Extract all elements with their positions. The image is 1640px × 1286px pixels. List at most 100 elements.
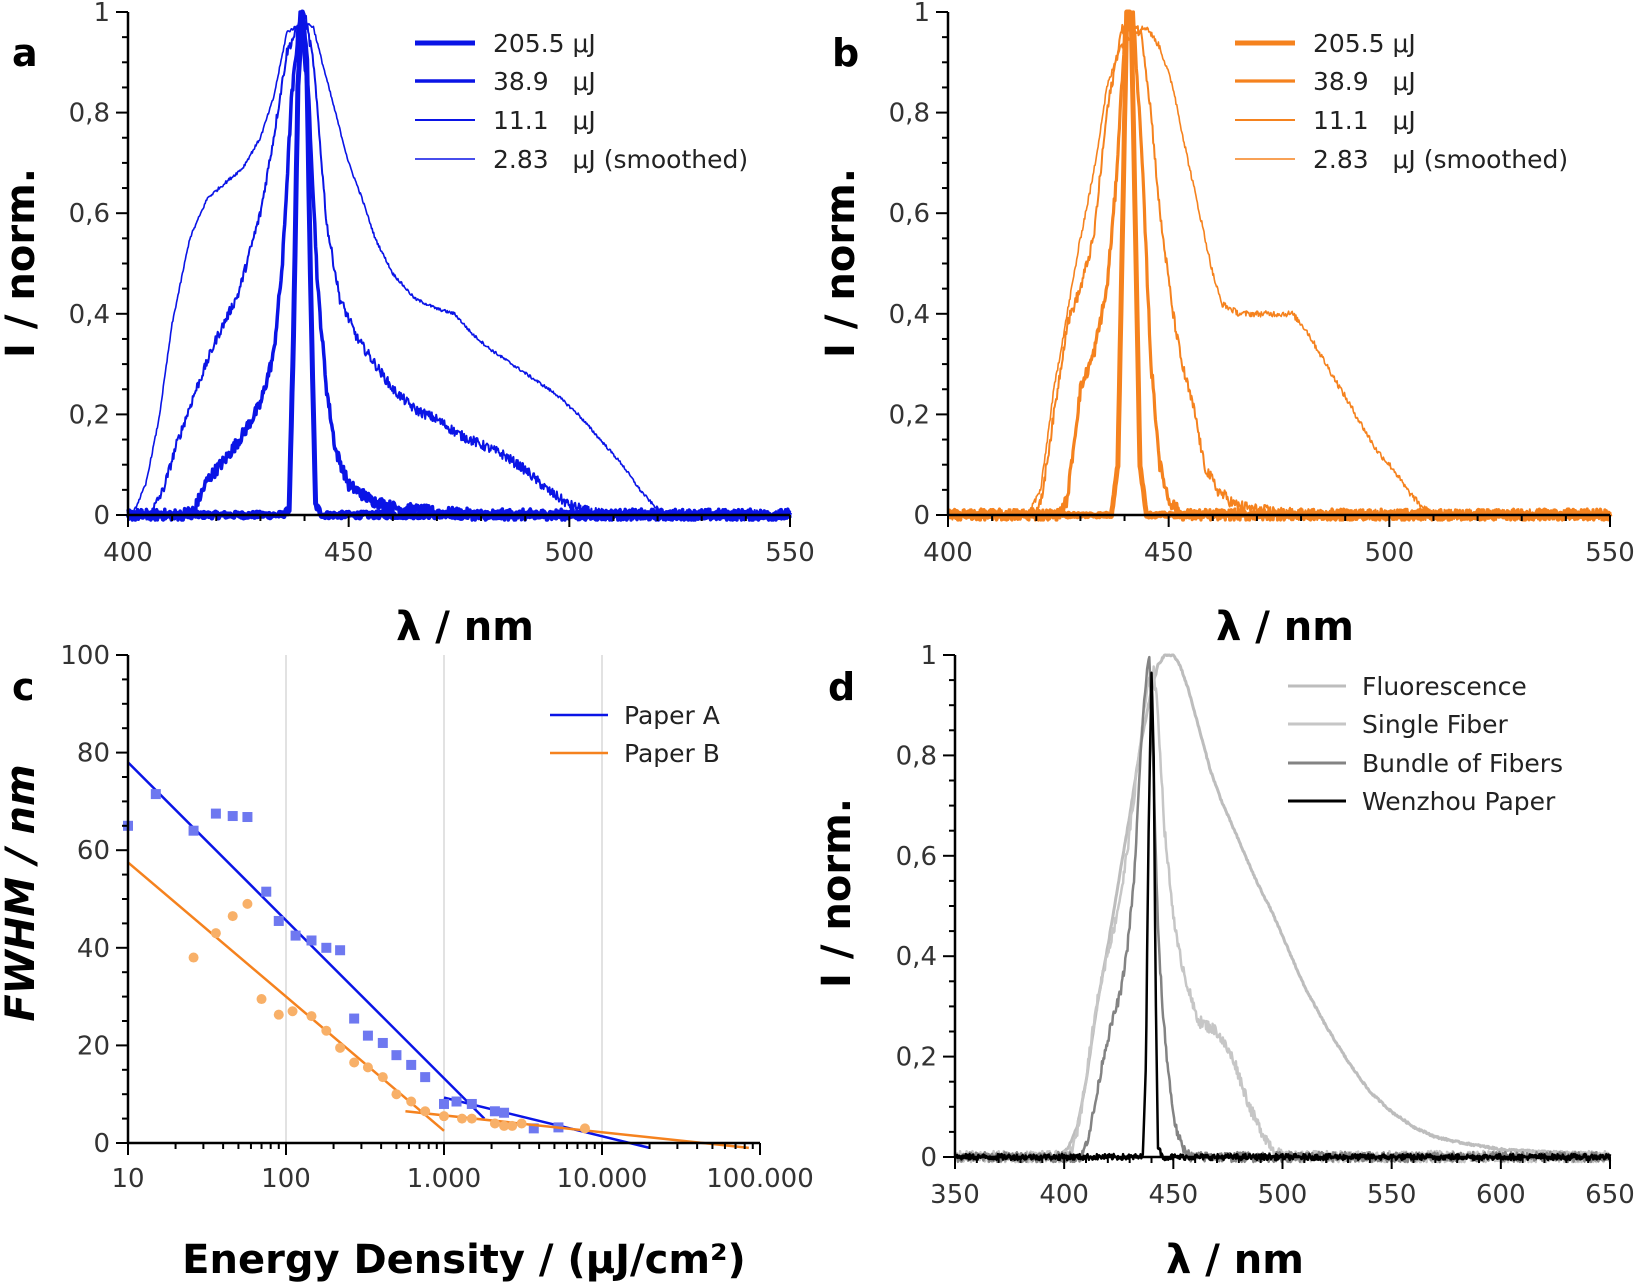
y-tick-label: 40 bbox=[77, 934, 110, 964]
legend-label: 205.5 μJ bbox=[1313, 29, 1416, 58]
data-point bbox=[499, 1120, 510, 1131]
x-tick-label: 600 bbox=[1476, 1180, 1526, 1210]
data-point bbox=[242, 898, 253, 909]
data-point bbox=[439, 1098, 449, 1109]
legend-entry: Wenzhou Paper bbox=[1288, 787, 1556, 816]
data-point bbox=[273, 1009, 284, 1020]
legend-label: 205.5 μJ bbox=[493, 29, 596, 58]
y-tick-label: 0,2 bbox=[889, 400, 930, 430]
x-tick-label: 500 bbox=[1258, 1180, 1308, 1210]
y-tick-label: 0,4 bbox=[69, 300, 110, 330]
y-tick-label: 80 bbox=[77, 739, 110, 769]
x-tick-label: 400 bbox=[1039, 1180, 1089, 1210]
data-point bbox=[335, 945, 346, 956]
data-point bbox=[188, 825, 199, 836]
series-line bbox=[126, 10, 792, 522]
legend-entry: Single Fiber bbox=[1288, 710, 1509, 739]
panel-a-chart: 0 0,2 0,4 0,6 0,8 1 400 450 500 550 a λ / nm I / … bbox=[0, 0, 815, 650]
data-point bbox=[406, 1096, 417, 1107]
y-tick-label: 0 bbox=[93, 1129, 110, 1159]
legend-label: 38.9 μJ bbox=[1313, 67, 1416, 96]
data-point bbox=[227, 811, 238, 822]
data-point bbox=[210, 928, 221, 939]
panel-d-x-axis-title: λ / nm bbox=[1166, 1237, 1304, 1283]
panel-c-x-axis-title: Energy Density / (μJ/cm²) bbox=[182, 1237, 746, 1283]
data-point bbox=[391, 1089, 402, 1100]
y-tick-label: 60 bbox=[77, 836, 110, 866]
panel-a-letter: a bbox=[12, 31, 38, 75]
panel-d-y-axis-title: I / norm. bbox=[814, 798, 860, 988]
data-point bbox=[273, 915, 284, 926]
fit-line bbox=[127, 761, 486, 1120]
data-point bbox=[290, 930, 301, 941]
panel-b-legend: 205.5 μJ 38.9 μJ 11.1 μJ 2.83 μJ (smooth… bbox=[1235, 29, 1568, 174]
legend-entry: 38.9 μJ bbox=[1235, 67, 1416, 96]
panel-d-letter: d bbox=[828, 665, 855, 709]
x-tick-label: 100.000 bbox=[706, 1164, 814, 1194]
y-tick-label: 0,2 bbox=[896, 1043, 937, 1073]
legend-entry: Paper A bbox=[550, 701, 720, 730]
data-point bbox=[579, 1123, 590, 1134]
panel-b-chart: 0 0,2 0,4 0,6 0,8 1 400 450 500 550 b λ / nm I / … bbox=[818, 0, 1635, 650]
data-point bbox=[420, 1072, 431, 1083]
data-point bbox=[516, 1118, 527, 1129]
x-tick-label: 1.000 bbox=[407, 1164, 481, 1194]
data-point bbox=[439, 1111, 449, 1122]
data-point bbox=[377, 1072, 388, 1083]
legend-entry: 205.5 μJ bbox=[415, 29, 596, 58]
data-point bbox=[362, 1030, 373, 1041]
x-tick-label: 400 bbox=[923, 538, 973, 568]
y-tick-label: 0 bbox=[913, 501, 930, 531]
legend-label: 11.1 μJ bbox=[493, 106, 596, 135]
data-point bbox=[451, 1096, 462, 1107]
legend-label: Wenzhou Paper bbox=[1362, 787, 1556, 816]
legend-entry: Bundle of Fibers bbox=[1288, 749, 1563, 778]
y-tick-label: 0,4 bbox=[889, 300, 930, 330]
data-point bbox=[306, 1011, 317, 1022]
legend-label: Paper A bbox=[624, 701, 720, 730]
series-line bbox=[127, 11, 791, 521]
x-tick-label: 100 bbox=[261, 1164, 311, 1194]
data-point bbox=[528, 1123, 539, 1134]
data-point bbox=[420, 1106, 431, 1117]
x-tick-label: 10.000 bbox=[557, 1164, 648, 1194]
legend-label: 2.83 μJ (smoothed) bbox=[1313, 145, 1568, 174]
series-line bbox=[127, 20, 791, 518]
legend-label: 38.9 μJ bbox=[493, 67, 596, 96]
x-tick-label: 400 bbox=[103, 538, 153, 568]
data-point bbox=[287, 1006, 298, 1017]
series-line bbox=[954, 653, 1611, 1160]
y-tick-label: 0,4 bbox=[896, 942, 937, 972]
data-point bbox=[499, 1107, 510, 1118]
y-tick-label: 0,8 bbox=[69, 99, 110, 129]
panel-a-legend: 205.5 μJ 38.9 μJ 11.1 μJ 2.83 μJ (smooth… bbox=[415, 29, 748, 174]
legend-entry: 205.5 μJ bbox=[1235, 29, 1416, 58]
legend-label: 11.1 μJ bbox=[1313, 106, 1416, 135]
y-tick-label: 1 bbox=[920, 641, 937, 671]
data-point bbox=[261, 886, 272, 897]
panel-d-chart: 0 0,2 0,4 0,6 0,8 1 350 400 450 500 550 600 650 d λ … bbox=[814, 641, 1635, 1283]
panel-a-y-axis-title: I / norm. bbox=[0, 168, 44, 358]
data-point bbox=[507, 1120, 518, 1131]
x-tick-label: 550 bbox=[1367, 1180, 1417, 1210]
y-tick-label: 0,8 bbox=[889, 99, 930, 129]
y-tick-label: 20 bbox=[77, 1031, 110, 1061]
data-point bbox=[321, 1025, 332, 1036]
x-tick-label: 350 bbox=[930, 1180, 980, 1210]
series-line bbox=[125, 9, 793, 521]
y-tick-label: 0 bbox=[920, 1143, 937, 1173]
y-tick-label: 0,6 bbox=[889, 199, 930, 229]
series-line bbox=[954, 671, 1612, 1162]
data-point bbox=[466, 1113, 477, 1124]
data-point bbox=[391, 1050, 402, 1061]
panel-a-x-axis-title: λ / nm bbox=[396, 604, 534, 650]
series-line bbox=[947, 25, 1611, 519]
legend-label: Bundle of Fibers bbox=[1362, 749, 1563, 778]
y-tick-label: 0,8 bbox=[896, 741, 937, 771]
legend-label: Fluorescence bbox=[1362, 672, 1527, 701]
data-point bbox=[210, 808, 221, 819]
x-tick-label: 550 bbox=[765, 538, 815, 568]
data-point bbox=[321, 942, 332, 953]
data-point bbox=[406, 1059, 417, 1070]
